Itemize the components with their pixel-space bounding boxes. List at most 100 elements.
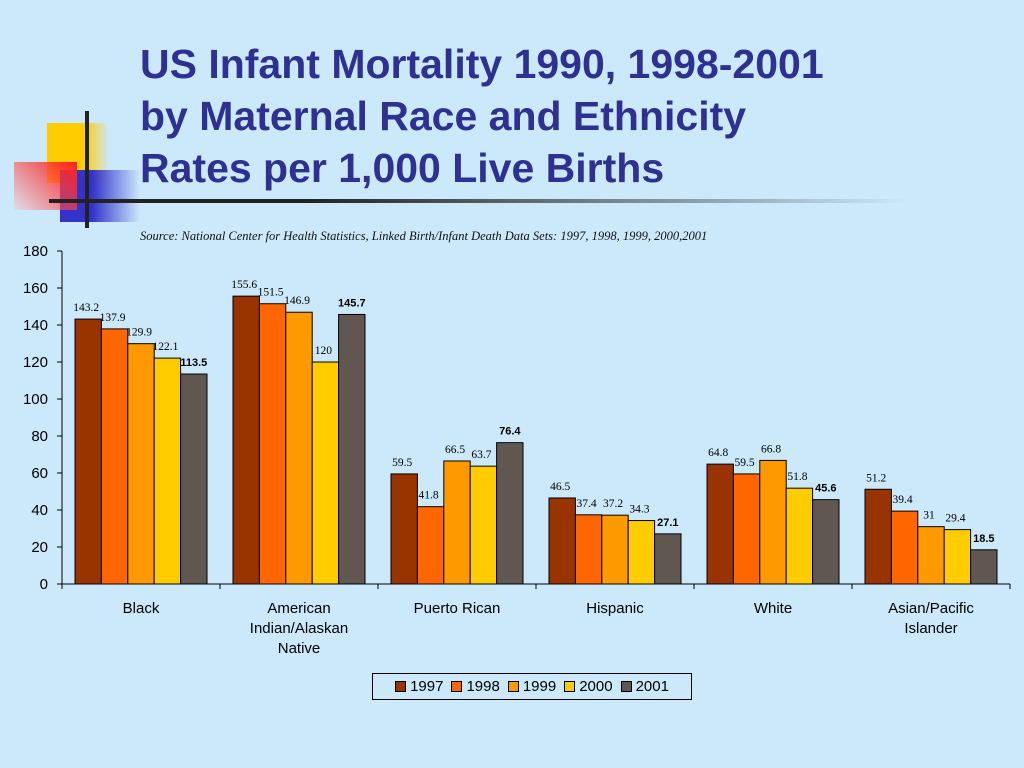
legend-item: 1999	[507, 678, 557, 695]
data-label: 51.2	[866, 472, 886, 484]
bar-2001	[812, 499, 840, 585]
legend-swatch	[395, 681, 407, 692]
bar-2000	[785, 487, 814, 585]
legend-label: 2000	[579, 678, 613, 695]
bar-1999	[759, 459, 787, 585]
data-label: 37.4	[577, 498, 597, 510]
data-label: 27.1	[657, 517, 678, 529]
legend-item: 2001	[620, 678, 669, 695]
bar-1998	[574, 514, 603, 585]
x-category-label: Hispanic	[586, 600, 644, 617]
title-line-3: Rates per 1,000 Live Births	[140, 145, 665, 191]
data-label: 59.5	[735, 457, 755, 469]
data-label: 155.6	[231, 279, 257, 291]
data-label: 39.4	[893, 494, 913, 506]
data-label: 37.2	[603, 498, 623, 510]
data-label: 34.3	[629, 504, 649, 516]
vertical-line	[85, 111, 89, 228]
data-label: 63.7	[471, 449, 491, 461]
legend: 1997 1998 1999 2000 2001	[372, 673, 692, 700]
legend-item: 1998	[451, 678, 500, 695]
bar-2000	[469, 465, 498, 585]
x-category-label: Puerto Rican	[414, 600, 501, 617]
bar-1999	[127, 343, 155, 585]
bar-1998	[100, 328, 129, 585]
y-tick-label: 180	[23, 243, 48, 260]
y-tick-label: 120	[23, 354, 48, 371]
slide-title: US Infant Mortality 1990, 1998-2001 by M…	[140, 38, 824, 194]
legend-swatch	[620, 681, 632, 692]
data-label: 45.6	[815, 483, 836, 495]
data-label: 145.7	[338, 297, 366, 309]
bar-2001	[970, 549, 998, 585]
bar-1997	[548, 497, 576, 585]
data-label: 137.9	[100, 312, 126, 324]
data-label: 18.5	[973, 533, 994, 545]
data-label: 29.4	[945, 513, 965, 525]
bar-2001	[338, 313, 366, 585]
bar-1997	[390, 473, 418, 585]
bar-1998	[258, 303, 287, 585]
data-label: 51.8	[787, 471, 807, 483]
x-category-label: Black	[123, 600, 160, 617]
data-label: 122.1	[152, 341, 178, 353]
x-category-label: Asian/Pacific Islander	[888, 600, 974, 637]
y-tick-label: 0	[40, 576, 48, 593]
legend-item: 2000	[564, 678, 613, 695]
bar-2000	[311, 361, 340, 585]
bar-1997	[232, 295, 260, 585]
legend-swatch	[564, 681, 576, 692]
bar-1997	[74, 318, 102, 585]
bar-1998	[732, 473, 761, 585]
bar-2000	[153, 357, 182, 585]
x-category-label: American Indian/Alaskan Native	[250, 600, 348, 657]
x-category-label: White	[754, 600, 792, 617]
bar-1998	[890, 510, 919, 585]
y-tick-label: 20	[31, 539, 48, 556]
horizontal-line	[49, 199, 909, 203]
bar-2000	[627, 520, 656, 585]
y-tick-label: 60	[31, 465, 48, 482]
data-label: 66.8	[761, 443, 781, 455]
legend-label: 1998	[466, 678, 500, 695]
data-label: 113.5	[180, 357, 207, 369]
bar-2001	[180, 373, 208, 585]
data-label: 64.8	[708, 447, 728, 459]
bar-1999	[917, 526, 945, 585]
y-tick-label: 160	[23, 280, 48, 297]
data-label: 120	[315, 345, 333, 357]
title-line-1: US Infant Mortality 1990, 1998-2001	[140, 41, 824, 87]
data-label: 59.5	[392, 457, 412, 469]
data-label: 129.9	[126, 327, 152, 339]
legend-swatch	[451, 681, 463, 692]
legend-item: 1997	[395, 678, 443, 695]
bar-1999	[443, 460, 471, 585]
y-tick-label: 140	[23, 317, 48, 334]
title-line-2: by Maternal Race and Ethnicity	[140, 93, 747, 139]
source-note: Source: National Center for Health Stati…	[140, 229, 708, 243]
bar-1997	[706, 463, 734, 585]
bar-1997	[864, 488, 892, 585]
bar-1999	[601, 514, 629, 585]
legend-swatch	[507, 681, 519, 692]
data-label: 31	[923, 510, 935, 522]
bar-2001	[496, 442, 524, 585]
bar-1998	[416, 506, 445, 585]
data-label: 46.5	[550, 481, 570, 493]
y-tick-label: 40	[31, 502, 48, 519]
data-label: 41.8	[419, 490, 439, 502]
data-label: 151.5	[258, 287, 284, 299]
bar-2001	[654, 533, 682, 585]
bar-2000	[943, 529, 972, 585]
bar-1999	[285, 311, 313, 585]
legend-label: 2001	[635, 678, 669, 695]
data-label: 146.9	[284, 295, 310, 307]
y-tick-label: 80	[31, 428, 48, 445]
y-tick-label: 100	[23, 391, 48, 408]
data-label: 76.4	[499, 426, 521, 438]
legend-label: 1999	[522, 678, 557, 695]
data-label: 66.5	[445, 444, 465, 456]
data-label: 143.2	[73, 302, 99, 314]
legend-label: 1997	[410, 678, 444, 695]
